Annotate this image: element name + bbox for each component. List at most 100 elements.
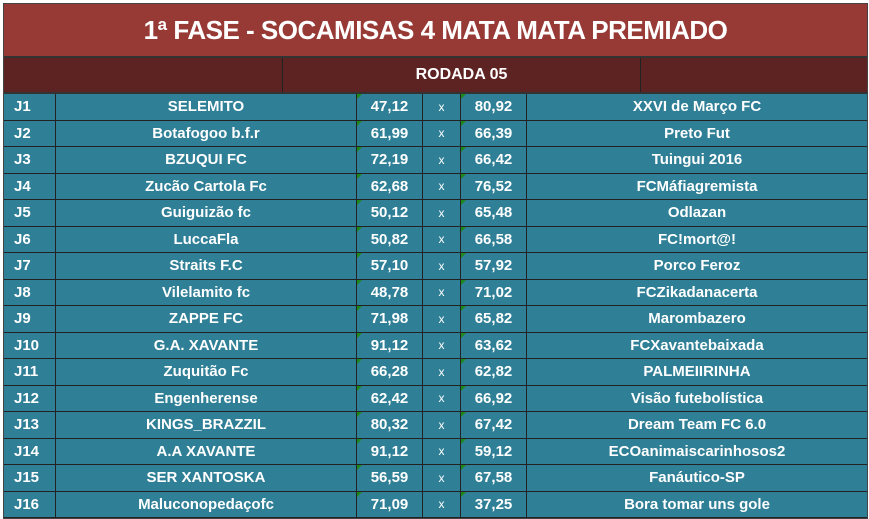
match-id[interactable]: J13 [4, 412, 56, 438]
away-team[interactable]: ECOanimaiscarinhosos2 [608, 442, 786, 460]
away-score[interactable]: 67,42 [461, 412, 527, 438]
home-team[interactable]: ZAPPE FC [56, 306, 357, 332]
versus-label[interactable]: x [423, 200, 461, 226]
away-team[interactable]: Visão futebolística [630, 389, 764, 407]
away-team[interactable]: FCXavantebaixada [630, 336, 764, 354]
away-team[interactable]: Marombazero [648, 310, 746, 328]
home-score[interactable]: 57,10 [357, 253, 423, 279]
versus-label[interactable]: x [423, 226, 461, 252]
table-row: J16 Maluconopedaçofc 71,09 x 37,25 Bora tomar… [4, 491, 867, 518]
versus-label[interactable]: x [423, 279, 461, 305]
match-id[interactable]: J1 [4, 94, 56, 120]
away-score[interactable]: 66,92 [461, 385, 527, 411]
away-score[interactable]: 62,82 [461, 359, 527, 385]
versus-label[interactable]: x [423, 385, 461, 411]
away-team[interactable]: FCMáfiagremista [636, 177, 758, 195]
away-team[interactable]: Preto Fut [664, 124, 730, 142]
home-score[interactable]: 91,12 [357, 438, 423, 464]
away-team[interactable]: Fanáutico-SP [649, 469, 745, 487]
match-id[interactable]: J6 [4, 226, 56, 252]
match-id[interactable]: J11 [4, 359, 56, 385]
home-score[interactable]: 71,09 [357, 491, 423, 517]
versus-label[interactable]: x [423, 412, 461, 438]
home-score[interactable]: 56,59 [357, 465, 423, 491]
versus-label[interactable]: x [423, 332, 461, 358]
match-id[interactable]: J5 [4, 200, 56, 226]
table-row: J6 LuccaFla 50,82 x 66,58 FC!mort@! [4, 226, 867, 253]
home-score[interactable]: 71,98 [357, 306, 423, 332]
away-score[interactable]: 66,58 [461, 226, 527, 252]
versus-label[interactable]: x [423, 120, 461, 146]
home-team[interactable]: Maluconopedaçofc [56, 491, 357, 517]
away-score[interactable]: 65,82 [461, 306, 527, 332]
match-id[interactable]: J8 [4, 279, 56, 305]
away-score[interactable]: 65,48 [461, 200, 527, 226]
home-score[interactable]: 50,12 [357, 200, 423, 226]
away-team[interactable]: Dream Team FC 6.0 [627, 416, 767, 434]
match-id[interactable]: J14 [4, 438, 56, 464]
home-team[interactable]: SELEMITO [56, 94, 357, 120]
away-score[interactable]: 66,42 [461, 147, 527, 173]
away-score[interactable]: 37,25 [461, 491, 527, 517]
away-score[interactable]: 67,58 [461, 465, 527, 491]
away-score[interactable]: 80,92 [461, 94, 527, 120]
away-team[interactable]: Odlazan [667, 204, 727, 222]
table-row: J1 SELEMITO 47,12 x 80,92 XXVI de Março FC [4, 94, 867, 121]
match-id[interactable]: J2 [4, 120, 56, 146]
match-id[interactable]: J9 [4, 306, 56, 332]
away-score[interactable]: 66,39 [461, 120, 527, 146]
home-score[interactable]: 62,68 [357, 173, 423, 199]
home-team[interactable]: LuccaFla [56, 226, 357, 252]
away-team[interactable]: Porco Feroz [653, 257, 741, 275]
away-score[interactable]: 57,92 [461, 253, 527, 279]
home-score[interactable]: 47,12 [357, 94, 423, 120]
home-score[interactable]: 80,32 [357, 412, 423, 438]
versus-label[interactable]: x [423, 438, 461, 464]
away-score[interactable]: 63,62 [461, 332, 527, 358]
versus-label[interactable]: x [423, 253, 461, 279]
away-team[interactable]: Bora tomar uns gole [624, 495, 770, 513]
home-score[interactable]: 66,28 [357, 359, 423, 385]
away-score[interactable]: 76,52 [461, 173, 527, 199]
away-score[interactable]: 71,02 [461, 279, 527, 305]
versus-label[interactable]: x [423, 147, 461, 173]
versus-label[interactable]: x [423, 491, 461, 517]
home-score[interactable]: 72,19 [357, 147, 423, 173]
home-team[interactable]: Zuquitão Fc [56, 359, 357, 385]
away-team[interactable]: PALMEIIRINHA [643, 363, 751, 381]
away-team[interactable]: FC!mort@! [658, 230, 736, 248]
match-id[interactable]: J7 [4, 253, 56, 279]
home-score[interactable]: 50,82 [357, 226, 423, 252]
home-team[interactable]: Zucão Cartola Fc [56, 173, 357, 199]
home-team[interactable]: G.A. XAVANTE [56, 332, 357, 358]
match-id[interactable]: J16 [4, 491, 56, 517]
away-team[interactable]: FCZikadanacerta [636, 283, 758, 301]
home-score[interactable]: 48,78 [357, 279, 423, 305]
match-id[interactable]: J15 [4, 465, 56, 491]
match-id[interactable]: J10 [4, 332, 56, 358]
home-score[interactable]: 62,42 [357, 385, 423, 411]
home-team[interactable]: BZUQUI FC [56, 147, 357, 173]
home-team[interactable]: Guiguizão fc [56, 200, 357, 226]
versus-label[interactable]: x [423, 465, 461, 491]
away-score[interactable]: 59,12 [461, 438, 527, 464]
versus-label[interactable]: x [423, 306, 461, 332]
versus-label[interactable]: x [423, 94, 461, 120]
match-id[interactable]: J12 [4, 385, 56, 411]
home-score[interactable]: 61,99 [357, 120, 423, 146]
away-team[interactable]: XXVI de Março FC [632, 98, 762, 116]
versus-label[interactable]: x [423, 173, 461, 199]
home-team[interactable]: KINGS_BRAZZIL [56, 412, 357, 438]
home-score[interactable]: 91,12 [357, 332, 423, 358]
match-id[interactable]: J4 [4, 173, 56, 199]
home-team[interactable]: Engenherense [56, 385, 357, 411]
home-team[interactable]: Vilelamito fc [56, 279, 357, 305]
away-team[interactable]: Tuingui 2016 [651, 151, 743, 169]
home-team[interactable]: Botafogoo b.f.r [56, 120, 357, 146]
home-team[interactable]: Straits F.C [56, 253, 357, 279]
home-team[interactable]: SER XANTOSKA [56, 465, 357, 491]
versus-label[interactable]: x [423, 359, 461, 385]
round-label: RODADA 05 [283, 58, 641, 92]
match-id[interactable]: J3 [4, 147, 56, 173]
home-team[interactable]: A.A XAVANTE [56, 438, 357, 464]
